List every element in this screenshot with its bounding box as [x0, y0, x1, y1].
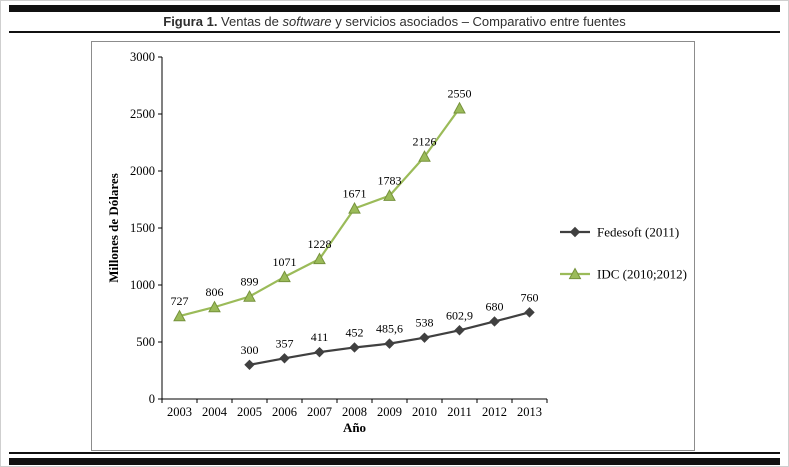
- bottom-black-bar: [9, 458, 780, 465]
- bottom-divider-rule: [9, 452, 780, 454]
- caption-divider-rule: [9, 31, 780, 33]
- x-axis-title: Año: [343, 420, 366, 435]
- data-point-triangle-marker: [383, 189, 396, 201]
- data-point-label: 300: [241, 343, 259, 357]
- x-axis-tick-label: 2011: [447, 405, 472, 419]
- x-axis-tick-label: 2009: [377, 405, 402, 419]
- legend-key-marker: [569, 226, 581, 238]
- data-point-label: 760: [521, 290, 539, 304]
- data-point-label: 680: [486, 299, 504, 313]
- line-chart: 0 500 1000 1500 2000 2500 3000 2003 2004 2005 2006…: [106, 50, 687, 435]
- data-point-label: 1671: [343, 187, 367, 201]
- data-point-diamond-marker: [384, 338, 395, 349]
- x-axis-tick-label: 2004: [202, 405, 228, 419]
- x-axis-tick-label: 2006: [272, 405, 297, 419]
- data-point-triangle-marker: [313, 252, 326, 265]
- data-point-triangle-marker: [453, 101, 466, 114]
- data-point-diamond-marker: [244, 359, 255, 371]
- data-point-label: 1228: [308, 237, 332, 251]
- y-axis-tick-label: 1500: [130, 221, 155, 235]
- top-black-bar: [9, 5, 780, 12]
- x-axis-tick-label: 2003: [167, 405, 192, 419]
- x-axis-tick-label: 2005: [237, 405, 262, 419]
- figure-caption-text-2: y servicios asociados – Comparativo entr…: [331, 14, 626, 29]
- data-point-label: 727: [171, 294, 189, 308]
- data-point-triangle-marker: [418, 150, 431, 162]
- x-axis-tick-label: 2010: [412, 405, 437, 419]
- data-point-diamond-marker: [524, 307, 535, 318]
- figure-caption-italic-word: software: [282, 14, 332, 29]
- data-point-label: 2550: [448, 86, 472, 100]
- data-point-diamond-marker: [419, 332, 430, 343]
- x-axis-tick-label: 2013: [517, 405, 542, 419]
- data-point-label: 411: [311, 330, 329, 344]
- data-point-label: 806: [206, 285, 224, 299]
- chart-frame: 0 500 1000 1500 2000 2500 3000 2003 2004 2005 2006…: [91, 41, 695, 451]
- data-point-triangle-marker: [278, 270, 291, 283]
- data-point-triangle-marker: [173, 309, 186, 322]
- legend-label-2: IDC (2010;2012): [597, 267, 687, 282]
- figure-caption-text-1: Ventas de: [217, 14, 283, 29]
- data-point-label: 485,6: [376, 322, 403, 336]
- y-axis-tick-label: 2000: [130, 164, 155, 178]
- data-point-diamond-marker: [314, 346, 325, 358]
- data-point-label: 452: [346, 325, 364, 339]
- data-point-diamond-marker: [279, 353, 290, 364]
- data-point-diamond-marker: [489, 316, 500, 327]
- data-point-label: 602,9: [446, 308, 473, 322]
- data-point-label: 538: [416, 316, 434, 330]
- figure-caption: Figura 1. Ventas de software y servicios…: [9, 12, 780, 31]
- figure-caption-number: Figura 1.: [163, 14, 218, 29]
- data-point-label: 899: [241, 275, 259, 289]
- data-point-label: 1783: [378, 174, 402, 188]
- data-point-diamond-marker: [454, 325, 465, 336]
- y-axis-tick-label: 3000: [130, 50, 155, 64]
- y-axis-tick-label: 1000: [130, 278, 155, 292]
- y-axis-tick-label: 0: [149, 392, 155, 406]
- x-axis-tick-label: 2012: [482, 405, 507, 419]
- data-point-triangle-marker: [243, 289, 256, 302]
- legend-label-1: Fedesoft (2011): [597, 225, 679, 240]
- data-point-label: 1071: [273, 255, 297, 269]
- x-axis-tick-label: 2007: [307, 405, 332, 419]
- data-point-label: 357: [276, 336, 294, 350]
- y-axis-tick-label: 500: [136, 335, 155, 349]
- y-axis-tick-label: 2500: [130, 107, 155, 121]
- data-point-diamond-marker: [349, 342, 360, 353]
- data-point-label: 2126: [413, 135, 437, 149]
- y-axis-title: Millones de Dólares: [106, 173, 121, 283]
- data-point-triangle-marker: [208, 300, 221, 313]
- legend-key-marker: [568, 267, 582, 280]
- data-point-triangle-marker: [348, 201, 361, 214]
- x-axis-tick-label: 2008: [342, 405, 367, 419]
